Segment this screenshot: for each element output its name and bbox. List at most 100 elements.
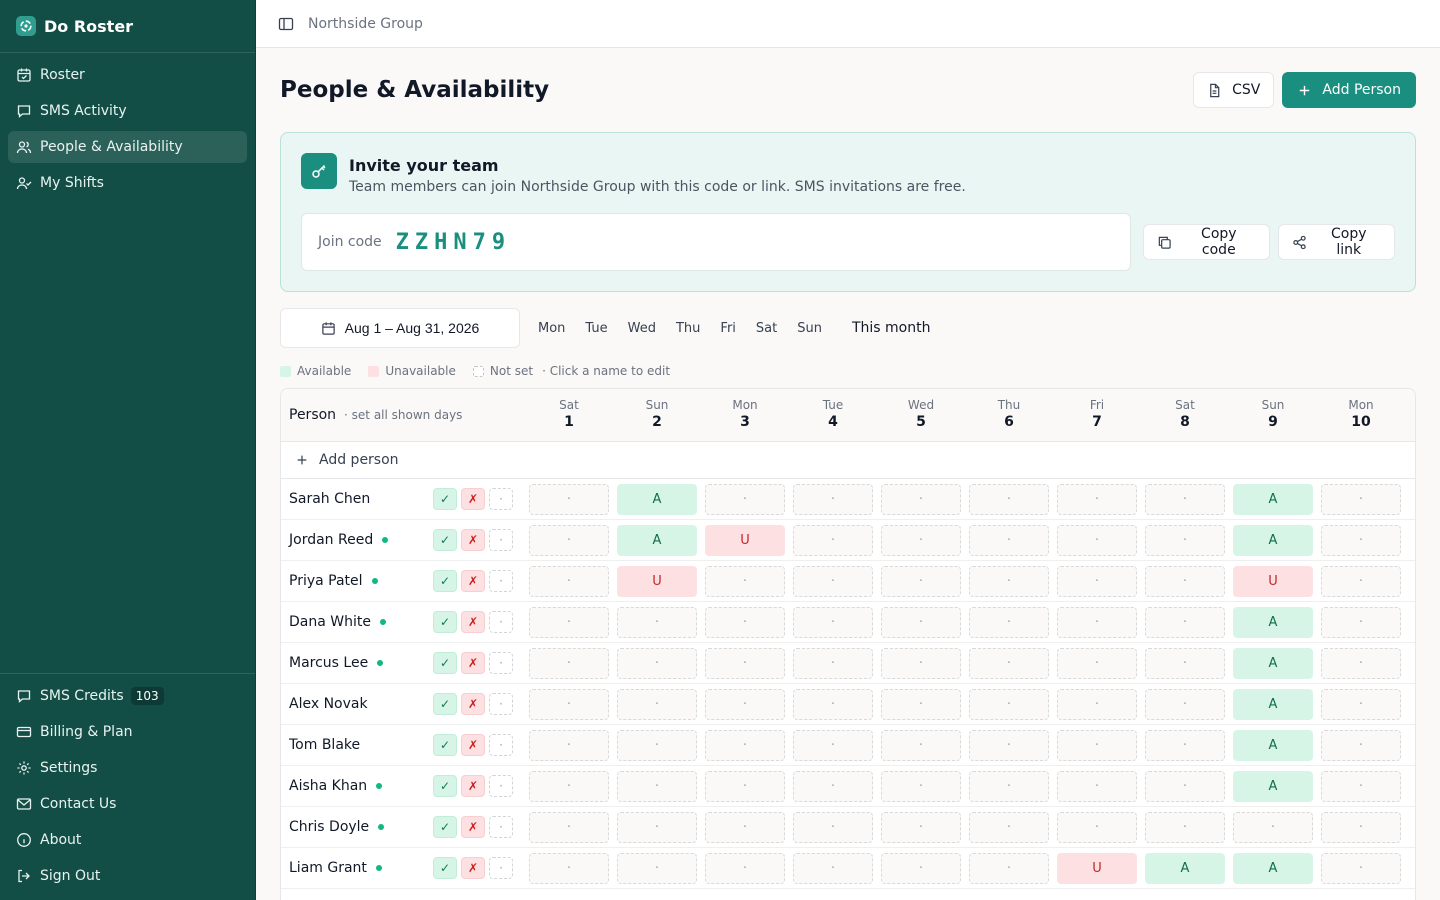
availability-cell[interactable]: ·	[705, 688, 785, 720]
availability-cell[interactable]: ·	[1057, 524, 1137, 556]
availability-cell[interactable]: ·	[1057, 606, 1137, 638]
availability-cell[interactable]: ·	[881, 729, 961, 761]
availability-cell[interactable]: ·	[529, 606, 609, 638]
availability-cell[interactable]: ·	[1321, 483, 1401, 515]
availability-cell[interactable]: ·	[881, 688, 961, 720]
availability-cell[interactable]: ·	[1321, 647, 1401, 679]
nav-item-billing[interactable]: Billing & Plan	[8, 716, 247, 748]
availability-cell[interactable]: ·	[705, 483, 785, 515]
weekday-filter-sat[interactable]: Sat	[755, 320, 778, 336]
availability-cell[interactable]: ·	[969, 852, 1049, 884]
set-all-available-button[interactable]: ✓	[433, 488, 457, 510]
day-column-header[interactable]: Sun 9	[1229, 389, 1317, 441]
availability-cell[interactable]: ·	[705, 770, 785, 802]
set-all-unavailable-button[interactable]: ✗	[461, 816, 485, 838]
nav-item-sign-out[interactable]: Sign Out	[8, 860, 247, 892]
availability-cell[interactable]: U	[1057, 852, 1137, 884]
weekday-filter-thu[interactable]: Thu	[675, 320, 701, 336]
add-person-row[interactable]: Add person	[281, 442, 1415, 479]
copy-code-button[interactable]: Copy code	[1143, 224, 1270, 260]
availability-cell[interactable]: ·	[969, 688, 1049, 720]
weekday-filter-tue[interactable]: Tue	[585, 320, 608, 336]
person-name-cell[interactable]: Chris Doyle	[289, 819, 433, 835]
availability-cell[interactable]: ·	[529, 483, 609, 515]
availability-cell[interactable]: ·	[1321, 688, 1401, 720]
csv-button[interactable]: CSV	[1193, 72, 1275, 108]
set-all-unavailable-button[interactable]: ✗	[461, 529, 485, 551]
availability-cell[interactable]: U	[1233, 565, 1313, 597]
clear-all-button[interactable]: ·	[489, 734, 513, 756]
brand[interactable]: Do Roster	[0, 0, 255, 53]
availability-cell[interactable]: ·	[1321, 606, 1401, 638]
availability-cell[interactable]: ·	[969, 483, 1049, 515]
clear-all-button[interactable]: ·	[489, 488, 513, 510]
availability-cell[interactable]: ·	[529, 811, 609, 843]
availability-cell[interactable]: ·	[1057, 729, 1137, 761]
availability-cell[interactable]: ·	[705, 565, 785, 597]
clear-all-button[interactable]: ·	[489, 611, 513, 633]
weekday-filter-wed[interactable]: Wed	[627, 320, 656, 336]
availability-cell[interactable]: ·	[969, 647, 1049, 679]
availability-cell[interactable]: ·	[1057, 647, 1137, 679]
set-all-unavailable-button[interactable]: ✗	[461, 734, 485, 756]
availability-cell[interactable]: ·	[529, 852, 609, 884]
set-all-available-button[interactable]: ✓	[433, 816, 457, 838]
availability-cell[interactable]: ·	[881, 565, 961, 597]
person-name-cell[interactable]: Jordan Reed	[289, 532, 433, 548]
this-month-button[interactable]: This month	[851, 320, 931, 336]
day-column-header[interactable]: Wed 5	[877, 389, 965, 441]
clear-all-button[interactable]: ·	[489, 652, 513, 674]
person-name-cell[interactable]: Dana White	[289, 614, 433, 630]
availability-cell[interactable]: ·	[969, 606, 1049, 638]
availability-cell[interactable]: ·	[969, 770, 1049, 802]
availability-cell[interactable]: ·	[1145, 483, 1225, 515]
person-name-cell[interactable]: Tom Blake	[289, 737, 433, 753]
person-name-cell[interactable]: Liam Grant	[289, 860, 433, 876]
set-all-available-button[interactable]: ✓	[433, 611, 457, 633]
availability-cell[interactable]: ·	[1321, 565, 1401, 597]
availability-cell[interactable]: ·	[793, 524, 873, 556]
set-all-available-button[interactable]: ✓	[433, 529, 457, 551]
set-all-available-button[interactable]: ✓	[433, 775, 457, 797]
availability-cell[interactable]: ·	[881, 811, 961, 843]
availability-cell[interactable]: ·	[705, 852, 785, 884]
clear-all-button[interactable]: ·	[489, 775, 513, 797]
sidebar-toggle-icon[interactable]	[278, 16, 294, 32]
nav-item-my-shifts[interactable]: My Shifts	[8, 167, 247, 199]
day-column-header[interactable]: Sat 8	[1141, 389, 1229, 441]
clear-all-button[interactable]: ·	[489, 529, 513, 551]
nav-item-people[interactable]: People & Availability	[8, 131, 247, 163]
person-name-cell[interactable]: Marcus Lee	[289, 655, 433, 671]
person-name-cell[interactable]: Priya Patel	[289, 573, 433, 589]
set-all-unavailable-button[interactable]: ✗	[461, 488, 485, 510]
availability-cell[interactable]: A	[1233, 524, 1313, 556]
availability-cell[interactable]: A	[617, 483, 697, 515]
availability-cell[interactable]: ·	[617, 647, 697, 679]
availability-cell[interactable]: ·	[705, 811, 785, 843]
set-all-unavailable-button[interactable]: ✗	[461, 652, 485, 674]
weekday-filter-mon[interactable]: Mon	[538, 320, 566, 336]
nav-item-contact[interactable]: Contact Us	[8, 788, 247, 820]
availability-cell[interactable]: ·	[881, 524, 961, 556]
availability-cell[interactable]: ·	[1057, 483, 1137, 515]
day-column-header[interactable]: Sun 2	[613, 389, 701, 441]
clear-all-button[interactable]: ·	[489, 570, 513, 592]
availability-cell[interactable]: ·	[969, 565, 1049, 597]
availability-cell[interactable]: ·	[793, 647, 873, 679]
weekday-filter-sun[interactable]: Sun	[797, 320, 822, 336]
set-all-available-button[interactable]: ✓	[433, 857, 457, 879]
set-all-available-button[interactable]: ✓	[433, 734, 457, 756]
availability-cell[interactable]: A	[1233, 483, 1313, 515]
availability-cell[interactable]: ·	[617, 811, 697, 843]
day-column-header[interactable]: Thu 6	[965, 389, 1053, 441]
availability-cell[interactable]: ·	[793, 852, 873, 884]
availability-cell[interactable]: A	[1233, 647, 1313, 679]
day-column-header[interactable]: Mon 3	[701, 389, 789, 441]
availability-cell[interactable]: ·	[529, 647, 609, 679]
nav-item-sms-credits[interactable]: SMS Credits 103	[8, 680, 247, 712]
availability-cell[interactable]: A	[617, 524, 697, 556]
add-person-button[interactable]: Add Person	[1282, 72, 1416, 108]
availability-cell[interactable]: ·	[1145, 811, 1225, 843]
availability-cell[interactable]: ·	[705, 606, 785, 638]
clear-all-button[interactable]: ·	[489, 857, 513, 879]
